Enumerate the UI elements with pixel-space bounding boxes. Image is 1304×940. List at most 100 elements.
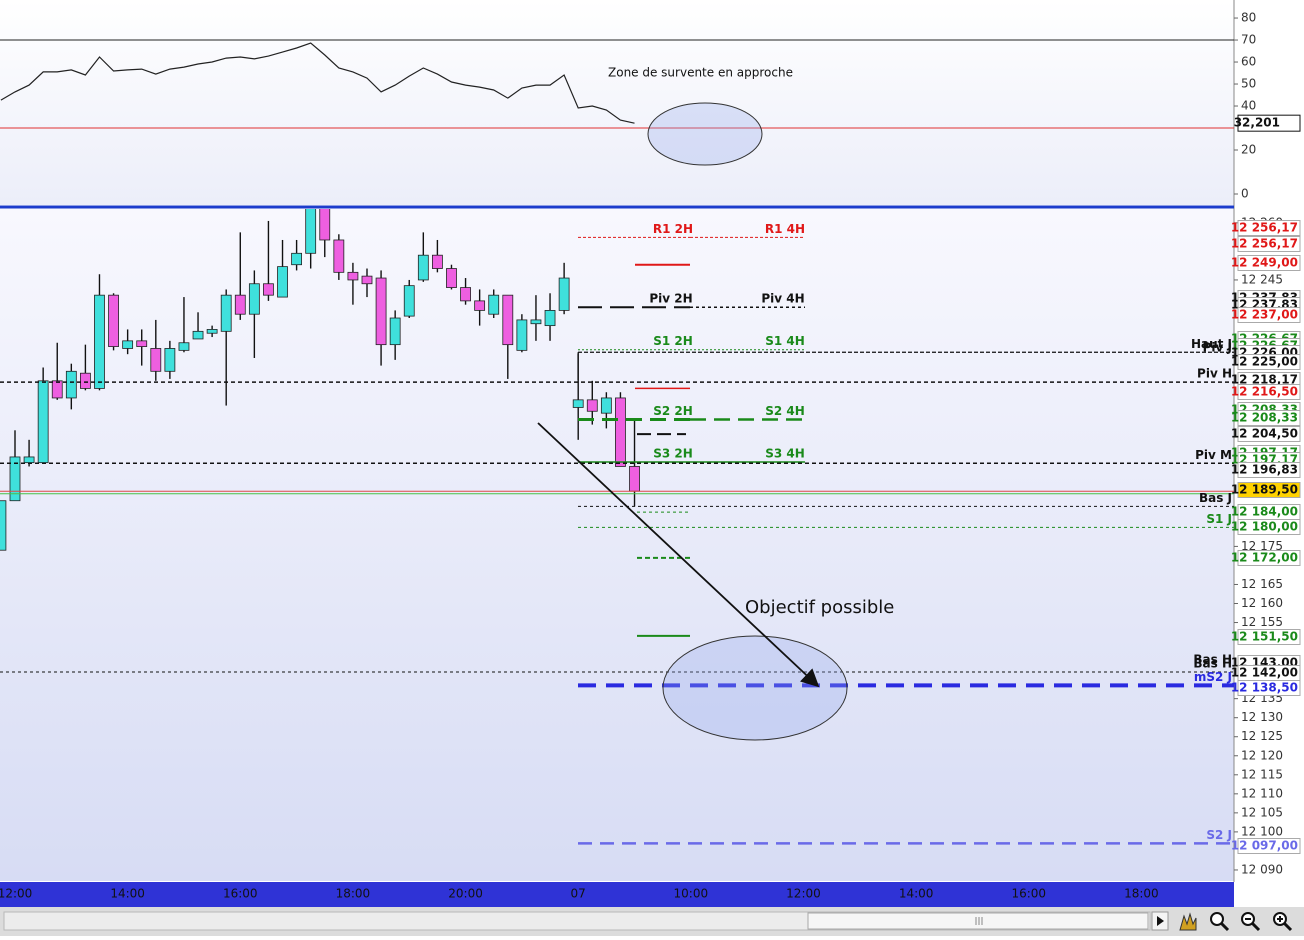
- candle-body: [277, 266, 288, 298]
- level-name: R1 2H: [653, 222, 693, 236]
- highlight-ellipse: [647, 102, 763, 166]
- level-name: mS2 J: [1194, 670, 1232, 684]
- y-tick-label: 12 245: [1241, 272, 1283, 286]
- oscillator-panel: [0, 0, 1234, 205]
- zoom-area-tool[interactable]: [1210, 912, 1230, 932]
- candle-body: [65, 370, 77, 399]
- price-panel: [0, 208, 1234, 881]
- candle-body: [572, 399, 584, 408]
- level-name: Bas H: [1193, 653, 1232, 667]
- candle-body: [37, 380, 49, 464]
- y-tick-label: 12 160: [1241, 596, 1283, 610]
- candle-body: [51, 380, 63, 399]
- level-value-label: 12 249,00: [1231, 256, 1298, 270]
- x-tick-label: 14:00: [899, 887, 934, 901]
- x-tick-label: 16:00: [1011, 887, 1046, 901]
- y-tick-label: 12 175: [1241, 539, 1283, 553]
- level-value-box: [1237, 482, 1301, 498]
- candle-body: [375, 277, 387, 346]
- x-tick-label: 20:00: [448, 887, 483, 901]
- hand-tool[interactable]: [1179, 912, 1197, 931]
- x-axis-bar: [0, 882, 1234, 907]
- y-tick-label: 12 120: [1241, 748, 1283, 762]
- y-tick-label: 12 125: [1241, 729, 1283, 743]
- y-tick-label: 12 115: [1241, 767, 1283, 781]
- candle-body: [150, 348, 162, 372]
- candle-body: [615, 397, 626, 467]
- level-value-box: [1237, 354, 1301, 370]
- candle-body: [192, 330, 204, 340]
- candle-body: [629, 466, 640, 492]
- y-tick-label: 70: [1241, 33, 1256, 47]
- level-name: S2 J: [1206, 828, 1232, 842]
- candle-body: [206, 329, 218, 334]
- scroll-grip: [975, 917, 983, 925]
- level-value-label: 12 208,33: [1231, 411, 1298, 425]
- level-value-box: [1237, 384, 1301, 400]
- value-label: 32,201: [1234, 116, 1280, 130]
- level-value-label: 12 142,00: [1231, 666, 1298, 680]
- level-value-box: [1237, 410, 1301, 426]
- candle-body: [248, 283, 260, 315]
- level-value-label: 12 225,00: [1231, 355, 1298, 369]
- candle-body: [586, 399, 598, 412]
- candle-body: [220, 294, 232, 332]
- scroll-arrow: [1157, 916, 1164, 926]
- level-value-label: 12 196,83: [1231, 463, 1298, 477]
- target-ellipse: [662, 635, 848, 741]
- level-value-box: [1237, 838, 1301, 854]
- level-value-box: [1237, 426, 1301, 442]
- y-tick-label: 12 110: [1241, 786, 1283, 800]
- y-tick-label: 50: [1241, 77, 1256, 91]
- level-value-label: 12 184,00: [1231, 505, 1298, 519]
- y-tick-label: 20: [1241, 143, 1256, 157]
- level-name: Piv J: [1203, 341, 1232, 355]
- annotation: Objectif possible: [745, 597, 894, 618]
- y-tick-label: 12 105: [1241, 805, 1283, 819]
- level-value-box: [1237, 255, 1301, 271]
- candle-body: [291, 252, 303, 266]
- candle-body: [333, 239, 345, 273]
- level-value-box: [1237, 629, 1301, 645]
- value-label-box: [1237, 114, 1301, 132]
- candle-body: [122, 340, 134, 349]
- level-name: Haut J: [1191, 337, 1232, 351]
- level-value-label: 12 172,00: [1231, 551, 1298, 565]
- level-name: Piv M: [1195, 448, 1232, 462]
- level-value-box: [1237, 307, 1301, 323]
- level-name: S1 J: [1206, 512, 1232, 526]
- x-axis-corner: [1234, 882, 1304, 907]
- candle-body: [502, 294, 514, 346]
- y-tick-label: 40: [1241, 99, 1256, 113]
- oscillator-line: [0, 42, 635, 124]
- level-value-box: [1237, 550, 1301, 566]
- level-value-label: 12 097,00: [1231, 839, 1298, 853]
- y-tick-label: 12 130: [1241, 710, 1283, 724]
- level-value-label: 12 218,17: [1231, 373, 1298, 387]
- x-axis: 12:00 14:00 16:00 18:00 20:00 07 10:00 12:00 14:…: [0, 887, 1159, 901]
- level-name: Bas J: [1199, 491, 1232, 505]
- x-tick-label: 14:00: [110, 887, 145, 901]
- oscillator: [0, 39, 1234, 129]
- level-value-label: 12 204,50: [1231, 427, 1298, 441]
- level-name: Bas H: [1193, 657, 1232, 671]
- level-value-label: 12 138,50: [1231, 681, 1298, 695]
- candle-body: [94, 294, 105, 389]
- level-name: R1 4H: [765, 222, 805, 236]
- level-name: Piv 2H: [649, 292, 692, 306]
- candle-body: [403, 285, 415, 317]
- scroll-thumb[interactable]: [807, 912, 1149, 930]
- candle-body: [319, 209, 331, 241]
- arrow: [537, 422, 820, 688]
- zoom-in-tool[interactable]: [1273, 912, 1293, 932]
- zoom-out-tool[interactable]: [1241, 912, 1261, 932]
- candle-body: [0, 500, 7, 551]
- level-name: S2 4H: [765, 404, 805, 418]
- level-value-box: [1237, 680, 1301, 696]
- level-name: S3 2H: [653, 447, 693, 461]
- x-tick-label: 18:00: [1124, 887, 1159, 901]
- level-name: S1 4H: [765, 334, 805, 348]
- level-value-box: [1237, 236, 1301, 252]
